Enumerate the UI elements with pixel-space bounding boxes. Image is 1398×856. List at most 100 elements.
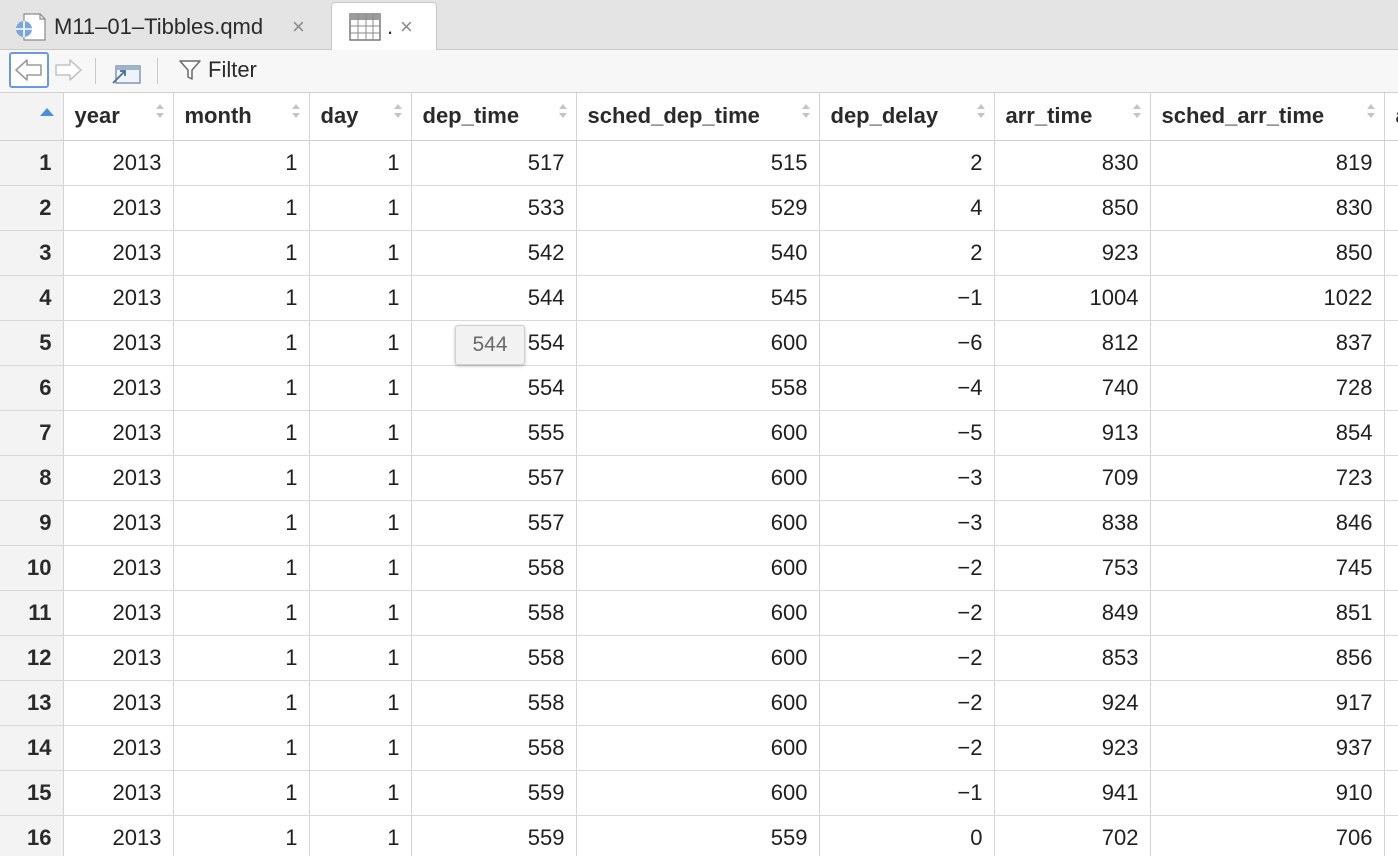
table-cell[interactable]: 1 <box>173 275 310 321</box>
column-header[interactable]: sched_dep_time <box>576 93 820 141</box>
table-cell[interactable]: 558 <box>411 680 577 726</box>
table-row[interactable]: 2 2013 1 1 533 529 4 850 830 <box>0 185 1398 231</box>
table-cell[interactable]: 554 <box>411 365 577 411</box>
table-cell[interactable]: 923 <box>994 725 1151 771</box>
table-row[interactable]: 1 2013 1 1 517 515 2 830 819 <box>0 140 1398 186</box>
table-cell[interactable]: 544 <box>411 275 577 321</box>
table-cell[interactable]: 2013 <box>63 545 174 591</box>
table-cell[interactable]: 1 <box>173 815 310 856</box>
popout-window-button[interactable] <box>110 58 144 86</box>
table-cell[interactable] <box>1384 815 1398 856</box>
table-cell[interactable]: 2013 <box>63 365 174 411</box>
table-row[interactable]: 14 2013 1 1 558 600 −2 923 937 <box>0 725 1398 771</box>
table-cell[interactable]: 753 <box>994 545 1151 591</box>
table-cell[interactable]: 1 <box>173 635 310 681</box>
filter-button[interactable]: Filter <box>178 55 257 85</box>
table-cell[interactable]: −4 <box>819 365 995 411</box>
table-cell[interactable]: 555 <box>411 410 577 456</box>
table-cell[interactable] <box>1384 140 1398 186</box>
table-row[interactable]: 5 2013 1 1 554 600 −6 812 837 <box>0 320 1398 366</box>
table-cell[interactable]: 2013 <box>63 140 174 186</box>
table-row[interactable]: 3 2013 1 1 542 540 2 923 850 <box>0 230 1398 276</box>
column-header[interactable]: month <box>173 93 310 141</box>
table-cell[interactable]: 600 <box>576 590 820 636</box>
table-cell[interactable]: 1 <box>309 275 412 321</box>
table-cell[interactable]: −2 <box>819 545 995 591</box>
table-cell[interactable]: 1 <box>309 635 412 681</box>
table-row[interactable]: 12 2013 1 1 558 600 −2 853 856 <box>0 635 1398 681</box>
table-cell[interactable]: −2 <box>819 680 995 726</box>
table-cell[interactable]: 1 <box>309 770 412 816</box>
table-row[interactable]: 13 2013 1 1 558 600 −2 924 917 <box>0 680 1398 726</box>
close-icon[interactable]: × <box>292 14 305 39</box>
table-cell[interactable]: 2013 <box>63 725 174 771</box>
table-cell[interactable]: 1 <box>173 410 310 456</box>
table-cell[interactable]: 0 <box>819 815 995 856</box>
table-cell[interactable] <box>1384 725 1398 771</box>
table-cell[interactable]: 558 <box>411 725 577 771</box>
table-cell[interactable]: 706 <box>1150 815 1385 856</box>
table-cell[interactable]: 1 <box>173 140 310 186</box>
table-cell[interactable]: 2013 <box>63 230 174 276</box>
table-cell[interactable]: 851 <box>1150 590 1385 636</box>
table-cell[interactable]: 910 <box>1150 770 1385 816</box>
table-cell[interactable] <box>1384 635 1398 681</box>
table-cell[interactable]: 728 <box>1150 365 1385 411</box>
table-cell[interactable]: 515 <box>576 140 820 186</box>
table-cell[interactable]: 2 <box>819 230 995 276</box>
table-cell[interactable]: 2 <box>819 140 995 186</box>
table-cell[interactable]: 517 <box>411 140 577 186</box>
table-cell[interactable] <box>1384 365 1398 411</box>
table-cell[interactable]: 856 <box>1150 635 1385 681</box>
table-row[interactable]: 9 2013 1 1 557 600 −3 838 846 <box>0 500 1398 546</box>
table-cell[interactable]: 2013 <box>63 275 174 321</box>
tab-tibbles-qmd[interactable]: M11–01–Tibbles.qmd × <box>0 3 325 49</box>
table-cell[interactable]: 600 <box>576 410 820 456</box>
table-cell[interactable]: 830 <box>1150 185 1385 231</box>
column-header[interactable]: sched_arr_time <box>1150 93 1385 141</box>
table-cell[interactable] <box>1384 230 1398 276</box>
table-row[interactable]: 6 2013 1 1 554 558 −4 740 728 <box>0 365 1398 411</box>
table-cell[interactable] <box>1384 455 1398 501</box>
table-cell[interactable]: 917 <box>1150 680 1385 726</box>
table-cell[interactable]: −2 <box>819 590 995 636</box>
table-cell[interactable] <box>1384 590 1398 636</box>
table-cell[interactable]: 2013 <box>63 770 174 816</box>
table-cell[interactable]: 558 <box>411 545 577 591</box>
table-cell[interactable]: 1 <box>173 185 310 231</box>
table-cell[interactable]: 838 <box>994 500 1151 546</box>
table-row[interactable]: 4 2013 1 1 544 545 −1 1004 1022 <box>0 275 1398 321</box>
table-cell[interactable]: 1 <box>173 770 310 816</box>
table-cell[interactable]: 600 <box>576 635 820 681</box>
table-cell[interactable]: 559 <box>576 815 820 856</box>
table-cell[interactable]: −5 <box>819 410 995 456</box>
table-cell[interactable]: 853 <box>994 635 1151 681</box>
table-cell[interactable]: 1 <box>309 545 412 591</box>
table-cell[interactable]: 723 <box>1150 455 1385 501</box>
table-row[interactable]: 11 2013 1 1 558 600 −2 849 851 <box>0 590 1398 636</box>
table-cell[interactable] <box>1384 320 1398 366</box>
table-cell[interactable]: 558 <box>411 635 577 681</box>
table-cell[interactable]: 2013 <box>63 320 174 366</box>
table-cell[interactable]: 1 <box>309 500 412 546</box>
table-cell[interactable]: 846 <box>1150 500 1385 546</box>
column-header[interactable]: day <box>309 93 412 141</box>
table-cell[interactable]: 2013 <box>63 410 174 456</box>
table-cell[interactable]: 1 <box>309 320 412 366</box>
table-cell[interactable]: 1 <box>173 455 310 501</box>
table-cell[interactable]: 1 <box>173 725 310 771</box>
table-cell[interactable]: 1 <box>173 230 310 276</box>
table-cell[interactable]: 924 <box>994 680 1151 726</box>
table-cell[interactable]: 559 <box>411 770 577 816</box>
table-cell[interactable] <box>1384 410 1398 456</box>
table-cell[interactable]: 559 <box>411 815 577 856</box>
table-cell[interactable]: 1 <box>173 545 310 591</box>
data-grid[interactable]: year month day dep_time sched_dep_time d… <box>0 93 1398 856</box>
table-cell[interactable]: 1 <box>173 365 310 411</box>
table-cell[interactable]: 2013 <box>63 500 174 546</box>
table-cell[interactable]: 2013 <box>63 185 174 231</box>
table-cell[interactable]: 1 <box>173 680 310 726</box>
table-cell[interactable]: 600 <box>576 725 820 771</box>
table-cell[interactable]: 913 <box>994 410 1151 456</box>
table-cell[interactable]: 545 <box>576 275 820 321</box>
